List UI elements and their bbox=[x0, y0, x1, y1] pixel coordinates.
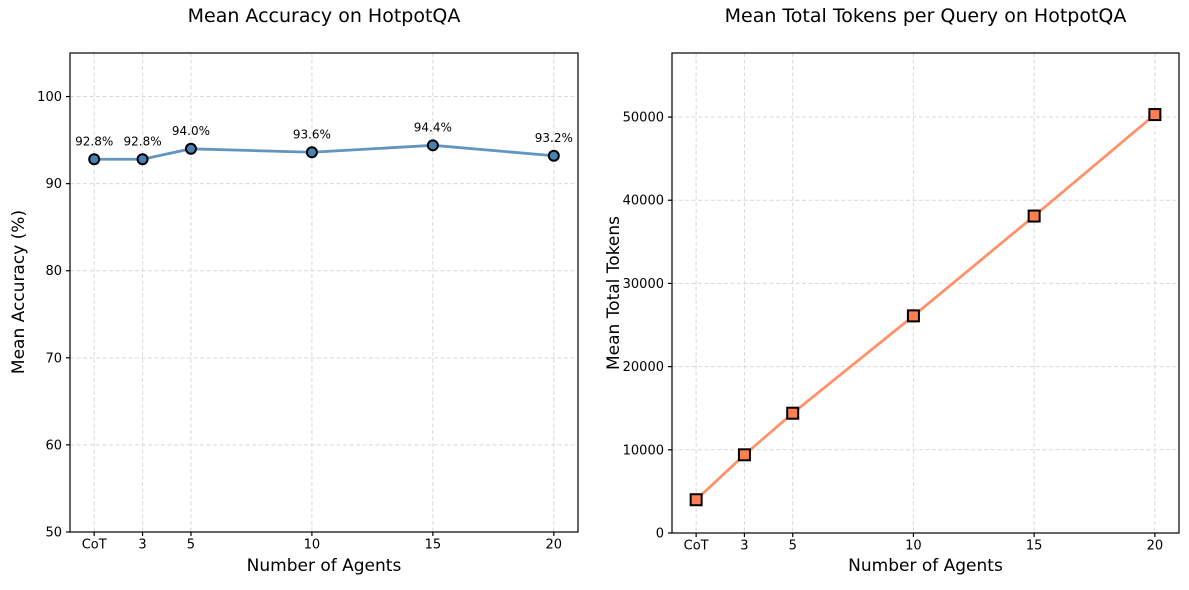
y-tick-label: 50 bbox=[45, 526, 62, 541]
y-tick-label: 40000 bbox=[623, 194, 664, 209]
y-tick-label: 0 bbox=[656, 527, 664, 542]
tokens-plot-canvas: CoT 3 5 10 15 20 0 10000 20000 30000 40000 50000 bbox=[623, 52, 1180, 554]
x-tick-label: 20 bbox=[546, 538, 563, 553]
point-value-label: 93.2% bbox=[535, 131, 573, 145]
x-tick-label: CoT bbox=[82, 538, 107, 553]
data-line bbox=[92, 143, 556, 161]
data-point-marker bbox=[184, 142, 197, 155]
y-tick-label: 80 bbox=[45, 264, 62, 279]
x-tick-label: 5 bbox=[187, 538, 195, 553]
x-tick-label: 20 bbox=[1147, 539, 1164, 554]
accuracy-plot-canvas: CoT 3 5 10 15 20 50 60 70 80 90 100 92.8% 92.8% 94.0% 9… bbox=[37, 52, 579, 553]
point-value-label: 94.0% bbox=[172, 124, 210, 138]
plot-border bbox=[671, 52, 1180, 534]
y-tick-label: 60 bbox=[45, 438, 62, 453]
accuracy-chart-panel: Mean Accuracy on HotpotQA Mean Accuracy … bbox=[0, 0, 594, 590]
tokens-x-axis-label: Number of Agents bbox=[848, 556, 1003, 576]
point-value-label: 92.8% bbox=[75, 134, 113, 148]
data-point-marker bbox=[88, 153, 101, 166]
y-tick-label: 100 bbox=[37, 90, 62, 105]
point-value-label: 92.8% bbox=[124, 134, 162, 148]
accuracy-chart-title: Mean Accuracy on HotpotQA bbox=[187, 5, 461, 27]
y-tick-label: 20000 bbox=[623, 360, 664, 375]
x-tick-label: CoT bbox=[684, 539, 709, 554]
data-point-marker bbox=[426, 139, 439, 152]
accuracy-x-axis-label: Number of Agents bbox=[246, 556, 402, 576]
y-tick-label: 90 bbox=[45, 177, 62, 192]
tokens-chart-panel: Mean Total Tokens per Query on HotpotQA … bbox=[594, 0, 1189, 590]
y-tick-label: 10000 bbox=[623, 443, 664, 458]
x-tick-label: 5 bbox=[789, 539, 797, 554]
x-tick-label: 3 bbox=[138, 538, 146, 553]
data-point-marker bbox=[1027, 209, 1041, 223]
y-tick-label: 50000 bbox=[623, 111, 664, 126]
data-point-marker bbox=[689, 493, 703, 507]
data-point-marker bbox=[1148, 108, 1162, 122]
data-point-marker bbox=[906, 309, 920, 323]
data-point-marker bbox=[737, 448, 751, 462]
x-tick-label: 15 bbox=[425, 538, 442, 553]
tokens-chart-title: Mean Total Tokens per Query on HotpotQA bbox=[724, 5, 1127, 27]
plot-border bbox=[69, 52, 579, 533]
data-point-marker bbox=[547, 149, 560, 162]
x-tick-label: 3 bbox=[740, 539, 748, 554]
x-tick-label: 10 bbox=[905, 539, 922, 554]
data-point-marker bbox=[786, 406, 800, 420]
point-value-label: 93.6% bbox=[293, 127, 331, 141]
y-tick-label: 70 bbox=[45, 351, 62, 366]
data-point-marker bbox=[305, 146, 318, 159]
y-tick-label: 30000 bbox=[623, 277, 664, 292]
data-point-marker bbox=[136, 153, 149, 166]
x-tick-label: 10 bbox=[304, 538, 321, 553]
point-value-label: 94.4% bbox=[414, 120, 452, 134]
data-line bbox=[694, 113, 1157, 502]
x-tick-label: 15 bbox=[1026, 539, 1043, 554]
